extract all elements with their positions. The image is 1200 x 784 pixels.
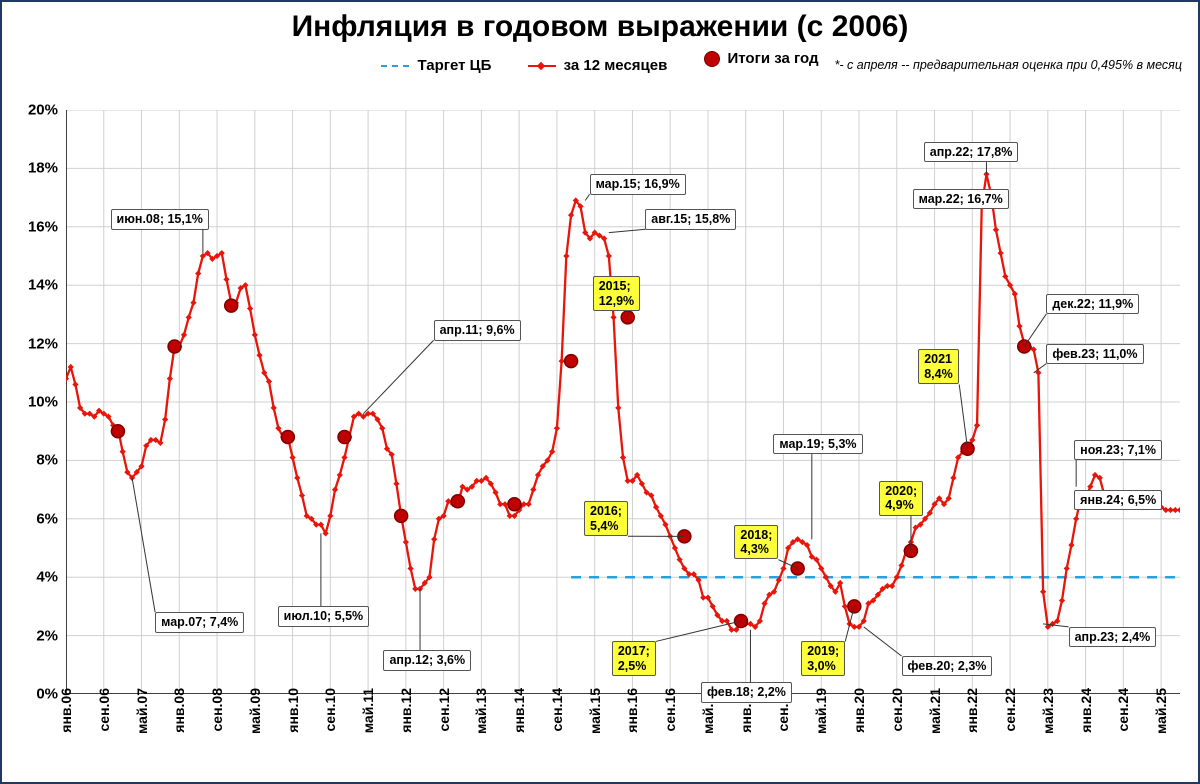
y-axis-tick: 14% [16, 277, 58, 294]
y-axis-tick: 12% [16, 335, 58, 352]
x-axis-tick: май.25 [1153, 688, 1169, 734]
x-axis-tick: май.11 [360, 688, 376, 733]
x-axis-tick: янв.22 [964, 688, 980, 733]
line-icon [528, 65, 556, 67]
y-axis-tick: 4% [16, 569, 58, 586]
dash-icon [381, 65, 409, 67]
x-axis-tick: янв.20 [851, 688, 867, 733]
legend-rolling: за 12 месяцев [528, 57, 668, 74]
x-axis-tick: сен.16 [662, 688, 678, 732]
x-axis-tick: янв.12 [398, 688, 414, 733]
y-axis-tick: 0% [16, 686, 58, 703]
plot-area: 0%2%4%6%8%10%12%14%16%18%20%янв.06сен.06… [66, 110, 1180, 694]
x-axis-tick: май.15 [587, 688, 603, 734]
y-axis-tick: 10% [16, 394, 58, 411]
legend-target-label: Таргет ЦБ [417, 57, 491, 74]
x-axis-tick: сен.24 [1115, 688, 1131, 732]
x-axis-tick: янв.16 [624, 688, 640, 733]
legend-yearly: Итоги за год [704, 50, 819, 67]
y-axis-tick: 8% [16, 452, 58, 469]
x-axis-tick: май.09 [247, 688, 263, 734]
x-axis-tick: май.23 [1040, 688, 1056, 734]
chart-title: Инфляция в годовом выражении (с 2006) [2, 2, 1198, 44]
y-axis-tick: 18% [16, 160, 58, 177]
x-axis-tick: янв.08 [171, 688, 187, 733]
y-axis-tick: 16% [16, 218, 58, 235]
dot-icon [704, 51, 720, 67]
x-axis-tick: сен.22 [1002, 688, 1018, 732]
x-axis-tick: янв.10 [285, 688, 301, 733]
y-axis-tick: 20% [16, 102, 58, 119]
x-axis-tick: май.19 [813, 688, 829, 734]
y-axis-tick: 2% [16, 627, 58, 644]
x-axis-tick: сен.12 [436, 688, 452, 732]
x-axis-tick: май.21 [927, 688, 943, 734]
x-axis-tick: янв.24 [1078, 688, 1094, 733]
x-axis-tick: янв.06 [58, 688, 74, 733]
x-axis-tick: сен.14 [549, 688, 565, 732]
x-axis-tick: сен.20 [889, 688, 905, 732]
footnote: *- с апреля -- предварительная оценка пр… [835, 58, 1182, 74]
x-axis-tick: сен.08 [209, 688, 225, 732]
chart-container: Инфляция в годовом выражении (с 2006) Та… [0, 0, 1200, 784]
x-axis-tick: сен.06 [96, 688, 112, 732]
legend-target: Таргет ЦБ [381, 57, 491, 74]
x-axis-tick: май.13 [473, 688, 489, 734]
legend-rolling-label: за 12 месяцев [564, 57, 668, 74]
x-axis-tick: сен.10 [322, 688, 338, 732]
legend-yearly-label: Итоги за год [728, 50, 819, 67]
y-axis-tick: 6% [16, 510, 58, 527]
x-axis-tick: янв.14 [511, 688, 527, 733]
x-axis-tick: май.07 [134, 688, 150, 734]
